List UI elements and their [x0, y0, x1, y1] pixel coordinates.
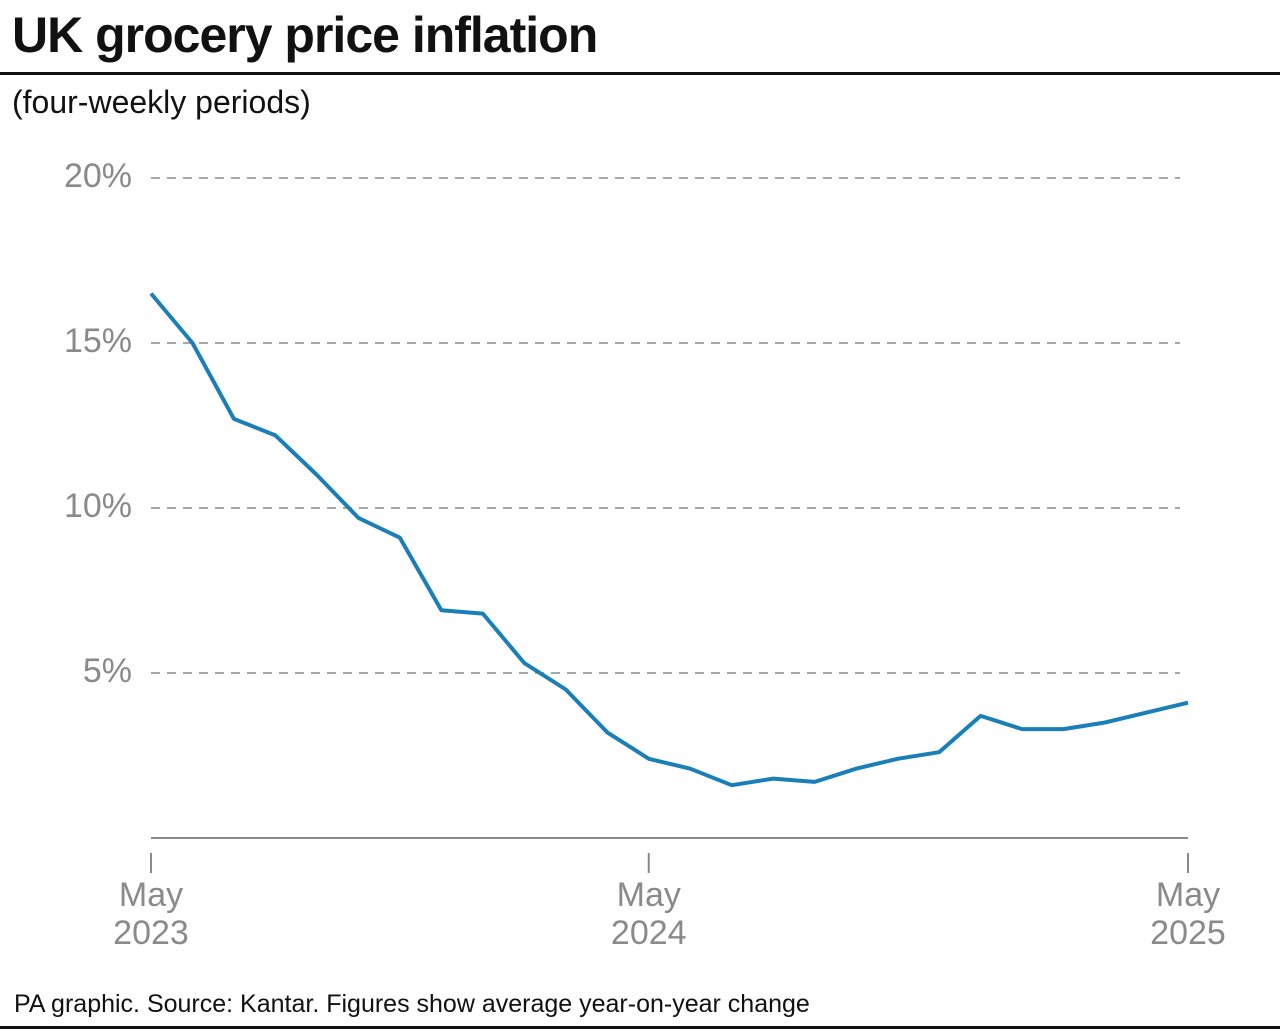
x-tick-label: May 2025 — [1150, 876, 1226, 952]
x-tick-label: May 2024 — [610, 876, 687, 952]
y-tick-label: 10% — [64, 487, 132, 525]
rule — [0, 72, 1280, 75]
source-note: PA graphic. Source: Kantar. Figures show… — [14, 990, 810, 1018]
y-tick-label: 20% — [64, 157, 132, 195]
rule — [0, 1026, 1280, 1029]
chart-subtitle: (four-weekly periods) — [12, 84, 311, 120]
chart-title: UK grocery price inflation — [12, 7, 598, 63]
y-tick-label: 15% — [64, 322, 132, 360]
x-tick-label: May 2023 — [113, 876, 189, 952]
y-tick-label: 5% — [83, 652, 132, 690]
data-line — [149, 292, 1189, 788]
